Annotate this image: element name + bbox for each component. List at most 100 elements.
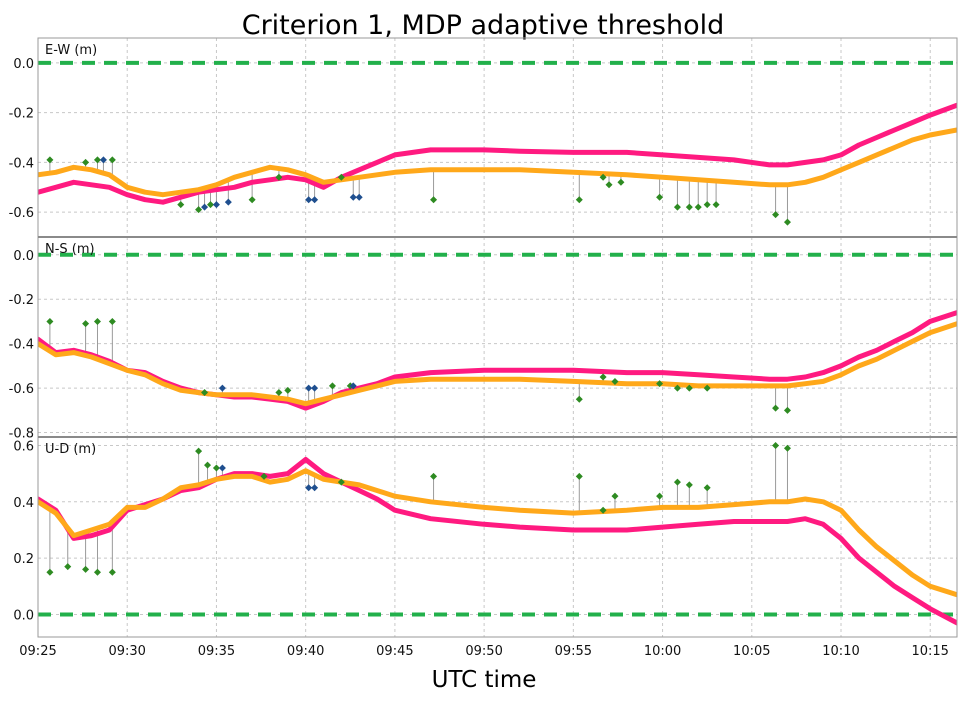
marker-green	[337, 478, 345, 486]
marker-green	[93, 317, 101, 325]
x-tick-label: 09:45	[376, 644, 413, 659]
y-tick-label: 0.4	[13, 496, 34, 511]
marker-green	[703, 484, 711, 492]
marker-green	[46, 317, 54, 325]
panel-2: 0.6 0.4 0.2 0.0 U-D (m)	[13, 436, 958, 638]
x-tick-label: 09:25	[19, 644, 56, 659]
marker-blue	[311, 484, 319, 492]
marker-green	[201, 389, 209, 397]
marker-green	[575, 472, 583, 480]
marker-green	[611, 377, 619, 385]
series-magenta-line	[38, 102, 957, 205]
marker-blue	[201, 203, 209, 211]
marker-green	[783, 406, 791, 414]
y-tick-label: 0.6	[13, 439, 34, 454]
x-axis-label: UTC time	[432, 667, 537, 693]
marker-green	[195, 206, 203, 214]
panel-label: E-W (m)	[45, 43, 97, 58]
marker-blue	[311, 384, 319, 392]
marker-green	[46, 568, 54, 576]
x-tick-label: 09:55	[555, 644, 592, 659]
marker-green	[685, 481, 693, 489]
marker-green	[93, 156, 101, 164]
x-tick-label: 09:35	[198, 644, 235, 659]
x-tick-label: 09:40	[287, 644, 324, 659]
marker-blue	[355, 193, 363, 201]
chart-title: Criterion 1, MDP adaptive threshold	[242, 10, 725, 41]
y-tick-label: 0.0	[13, 249, 34, 264]
y-tick-label: -0.4	[9, 338, 34, 353]
marker-green	[328, 382, 336, 390]
marker-blue	[349, 382, 357, 390]
marker-blue	[349, 193, 357, 201]
marker-green	[108, 568, 116, 576]
marker-blue	[305, 384, 313, 392]
panel-0: 0.0 -0.2 -0.4 -0.6 E-W (m)	[9, 37, 958, 238]
marker-green	[430, 472, 438, 480]
marker-green	[46, 156, 54, 164]
marker-green	[599, 173, 607, 181]
marker-green	[430, 196, 438, 204]
panel-plot-area	[38, 60, 957, 226]
marker-green	[772, 441, 780, 449]
x-tick-label: 10:15	[911, 644, 948, 659]
marker-green	[108, 317, 116, 325]
x-tick-label: 09:50	[465, 644, 502, 659]
marker-green	[673, 203, 681, 211]
marker-blue	[218, 464, 226, 472]
marker-green	[177, 201, 185, 209]
x-tick-label: 09:30	[108, 644, 145, 659]
x-tick-label: 10:05	[733, 644, 770, 659]
marker-green	[685, 384, 693, 392]
marker-green	[204, 461, 212, 469]
panel-label: N-S (m)	[45, 242, 95, 257]
y-tick-label: -0.6	[9, 206, 34, 221]
x-tick-label: 10:10	[822, 644, 859, 659]
y-tick-label: 0.0	[13, 57, 34, 72]
marker-blue	[218, 384, 226, 392]
series-orange-line	[38, 321, 957, 407]
marker-green	[617, 178, 625, 186]
marker-green	[694, 203, 702, 211]
marker-green	[82, 158, 90, 166]
y-tick-label: -0.4	[9, 156, 34, 171]
x-tick-label: 10:00	[644, 644, 681, 659]
panel-frame	[37, 37, 958, 238]
panel-frame	[37, 436, 958, 638]
marker-green	[783, 218, 791, 226]
marker-green	[599, 506, 607, 514]
marker-green	[206, 201, 214, 209]
marker-green	[82, 565, 90, 573]
marker-blue	[311, 196, 319, 204]
marker-green	[712, 201, 720, 209]
marker-green	[248, 196, 256, 204]
panel-frame	[37, 236, 958, 438]
marker-green	[605, 181, 613, 189]
marker-green	[108, 156, 116, 164]
marker-green	[772, 404, 780, 412]
y-tick-label: -0.8	[9, 427, 34, 442]
marker-green	[673, 478, 681, 486]
marker-green	[64, 563, 72, 571]
marker-blue	[212, 201, 220, 209]
marker-green	[284, 386, 292, 394]
series-orange-line	[38, 468, 957, 598]
panel-1: 0.0 -0.2 -0.4 -0.6 -0.8 N-S (m)	[9, 236, 958, 442]
marker-green	[275, 173, 283, 181]
series-orange-line	[38, 127, 957, 198]
marker-green	[93, 568, 101, 576]
marker-green	[703, 201, 711, 209]
marker-blue	[305, 484, 313, 492]
panels-layer: 0.0 -0.2 -0.4 -0.6 E-W (m) 0.0 -0.2 -0.4 -0.6 -0.…	[9, 37, 958, 638]
marker-green	[656, 193, 664, 201]
marker-green	[575, 196, 583, 204]
marker-blue	[99, 156, 107, 164]
marker-green	[337, 173, 345, 181]
y-tick-label: -0.6	[9, 382, 34, 397]
panel-plot-area	[38, 252, 957, 414]
marker-green	[656, 380, 664, 388]
marker-green	[82, 320, 90, 328]
marker-green	[703, 384, 711, 392]
